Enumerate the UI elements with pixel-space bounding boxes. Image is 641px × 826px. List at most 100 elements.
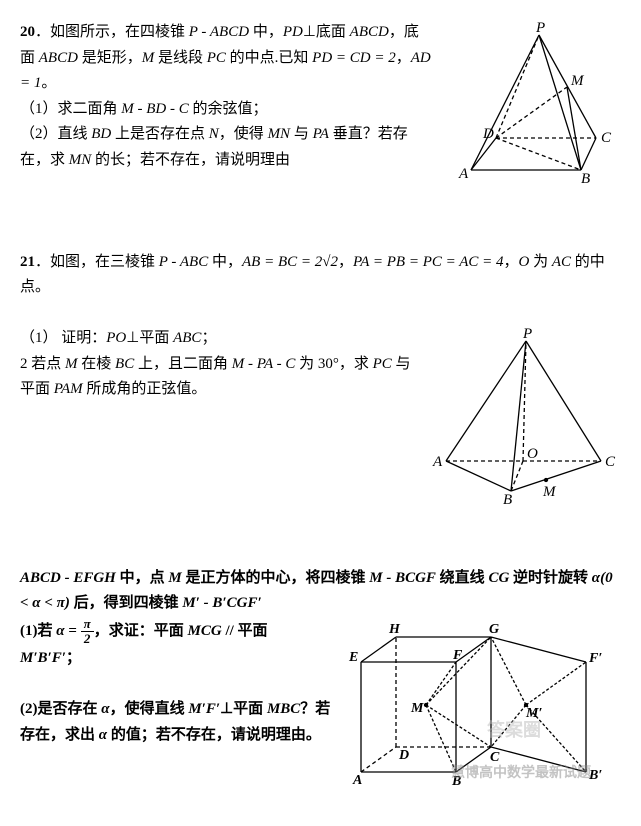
q1: (1)若: [20, 623, 56, 639]
text: 的余弦值；: [189, 101, 268, 117]
text: 在棱: [78, 356, 116, 372]
label-d: D: [398, 748, 409, 763]
text: 为 30°，求: [295, 356, 372, 372]
label-a: A: [432, 454, 443, 470]
label-f: F: [452, 648, 463, 663]
text: 的值；若不存在，请说明理由。: [107, 727, 321, 743]
math: M′F′: [188, 701, 220, 717]
math: P - ABCD: [189, 24, 249, 40]
text: ，使得: [219, 126, 268, 142]
math: M: [168, 570, 181, 586]
fraction-pi-2: π2: [81, 617, 94, 647]
math: M - BD - C: [121, 101, 189, 117]
math: N: [209, 126, 219, 142]
text: ，求证：平面: [94, 623, 188, 639]
text: 的中点.已知: [226, 50, 312, 66]
math: PA = PB = PC = AC = 4: [353, 254, 504, 270]
text: 与: [290, 126, 313, 142]
math: PC: [207, 50, 226, 66]
text: ⊥平面: [220, 701, 267, 717]
math: ABCD: [39, 50, 78, 66]
label-h: H: [388, 622, 401, 637]
math: MCG: [188, 623, 222, 639]
math: PO: [106, 330, 126, 346]
math: BC: [115, 356, 134, 372]
text: 的长；若不存在，请说明理由: [91, 152, 290, 168]
label-m: M: [542, 484, 557, 500]
label-b2: B′: [588, 768, 602, 783]
math: P - ABC: [159, 254, 208, 270]
text: 所成角的正弦值。: [83, 381, 207, 397]
text: 如图，在三棱锥: [50, 254, 159, 270]
problem-20: P A B C D M 20．如图所示，在四棱锥 P - ABCD 中，PD⊥底…: [20, 20, 621, 200]
math: PA: [313, 126, 329, 142]
math: ABCD - EFGH: [20, 570, 116, 586]
figure-22: A B C D E F G H M M′ B′ F′: [341, 617, 621, 797]
text: 后，得到四棱锥: [70, 595, 183, 611]
math: AC: [552, 254, 571, 270]
text: 如图所示，在四棱锥: [50, 24, 189, 40]
math: α: [99, 727, 107, 743]
text: 。: [41, 75, 56, 91]
math: BD: [91, 126, 111, 142]
math: ABC: [173, 330, 201, 346]
text: ，: [396, 50, 411, 66]
pyramid-pabcd-svg: P A B C D M: [441, 20, 621, 190]
math: MBC: [267, 701, 300, 717]
label-c: C: [601, 130, 612, 146]
text: 是线段: [154, 50, 207, 66]
problem-number: 21．: [20, 254, 50, 270]
text: =: [65, 623, 81, 639]
label-o: O: [527, 446, 538, 462]
q1: （1）求二面角: [20, 101, 121, 117]
text: ；: [66, 650, 81, 666]
math: M - BCGF: [369, 570, 436, 586]
math: M′B′F′: [20, 650, 66, 666]
figure-20: P A B C D M: [441, 20, 621, 200]
cube-rotation-svg: A B C D E F G H M M′ B′ F′: [341, 617, 621, 787]
label-d: D: [482, 126, 494, 142]
text: ，: [504, 254, 519, 270]
label-f2: F′: [588, 651, 602, 666]
text: 上，且二面角: [134, 356, 232, 372]
label-p: P: [535, 20, 545, 36]
text: // 平面: [222, 623, 268, 639]
label-m: M: [570, 73, 585, 89]
q2: 2 若点: [20, 356, 65, 372]
text: 中，: [249, 24, 283, 40]
math: PD: [283, 24, 303, 40]
q1: （1） 证明：: [20, 330, 106, 346]
text: ，: [338, 254, 353, 270]
q2: （2）直线: [20, 126, 91, 142]
math: MN: [69, 152, 92, 168]
text: ，使得直线: [110, 701, 189, 717]
text: 上是否存在点: [111, 126, 209, 142]
label-c: C: [605, 454, 616, 470]
label-g: G: [489, 622, 499, 637]
math: ABCD: [350, 24, 389, 40]
text: 逆时针旋转: [509, 570, 592, 586]
label-b: B: [581, 171, 590, 187]
text: 是正方体的中心，将四棱锥: [182, 570, 370, 586]
text: 中，点: [116, 570, 169, 586]
math: M: [65, 356, 78, 372]
math: α: [101, 701, 109, 717]
math: CG: [488, 570, 509, 586]
text: ；: [201, 330, 216, 346]
label-p: P: [522, 326, 532, 342]
text: ⊥平面: [126, 330, 173, 346]
math: M - PA - C: [232, 356, 296, 372]
label-m: M: [410, 701, 424, 716]
label-a: A: [458, 166, 469, 182]
label-b: B: [451, 774, 461, 787]
label-m2: M′: [525, 706, 542, 721]
text: 绕直线: [436, 570, 489, 586]
pyramid-pabc-svg: P A B C O M: [421, 326, 621, 506]
math: M′ - B′CGF′: [182, 595, 261, 611]
math: PC: [373, 356, 392, 372]
label-b: B: [503, 492, 512, 506]
text: 是矩形，: [78, 50, 142, 66]
label-a: A: [352, 773, 362, 787]
q2: (2)是否存在: [20, 701, 101, 717]
problem-number: 20．: [20, 24, 50, 40]
